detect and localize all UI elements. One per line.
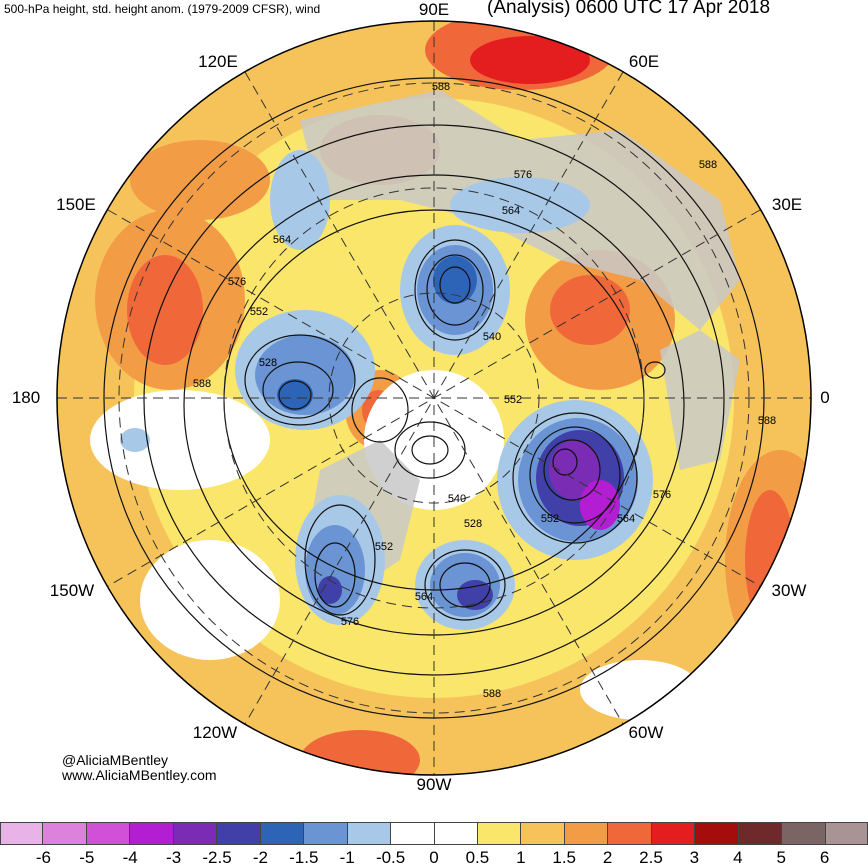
lon-label-120w: 120W — [192, 723, 238, 742]
colorbar-swatch — [695, 822, 739, 845]
colorbar-swatch — [217, 822, 261, 845]
colorbar-swatch — [521, 822, 565, 845]
colorbar-swatch — [651, 822, 696, 845]
colorbar-tick-label: -6 — [35, 848, 51, 867]
contour-label: 540 — [483, 331, 501, 343]
polar-map: 588 576 588 564 564 576 552 528 540 552 588 540 552 5… — [56, 20, 812, 776]
colorbar-tick-label: -3 — [166, 848, 182, 867]
colorbar-tick-label: -1.5 — [289, 848, 319, 867]
contour-label: 576 — [653, 489, 671, 501]
colorbar-tick-label: 1.5 — [552, 848, 577, 867]
lon-label-150e: 150E — [56, 195, 96, 214]
contour-label: 576 — [514, 169, 532, 181]
contour-label: 588 — [432, 81, 450, 93]
colorbar-tick-label: 0.5 — [465, 848, 490, 867]
contour-label: 552 — [375, 541, 393, 553]
colorbar-swatch — [738, 822, 783, 845]
lon-label-150w: 150W — [49, 581, 95, 600]
lon-label-0: 0 — [820, 388, 830, 407]
colorbar-tick-label: -0.5 — [375, 848, 406, 867]
contour-label: 564 — [617, 513, 635, 525]
colorbar-swatch — [130, 822, 174, 845]
lon-label-120e: 120E — [198, 52, 238, 71]
colorbar-swatch — [782, 822, 826, 845]
contour-label: 576 — [341, 616, 359, 628]
map-title: 500-hPa height, std. height anom. (1979-… — [4, 2, 321, 16]
lon-label-90w: 90W — [416, 775, 452, 794]
lon-label-60w: 60W — [628, 723, 664, 742]
lon-label-30w: 30W — [771, 581, 807, 600]
colorbar — [0, 822, 868, 845]
colorbar-tick-label: 2.5 — [639, 848, 663, 867]
colorbar-swatch — [0, 822, 44, 845]
colorbar-tick-label: 5 — [776, 848, 786, 867]
colorbar-tick-label: 2 — [602, 848, 613, 867]
credit-website: www.AliciaMBentley.com — [62, 767, 217, 783]
contour-label: 588 — [758, 415, 776, 427]
colorbar-swatch — [86, 822, 131, 845]
contour-label: 588 — [699, 159, 717, 171]
colorbar-tick-label: -2.5 — [202, 848, 232, 867]
lon-label-30e: 30E — [771, 195, 803, 214]
colorbar-tick-label: -1 — [339, 848, 355, 867]
contour-label: 588 — [483, 688, 501, 700]
contour-label: 588 — [193, 378, 211, 390]
contour-label: 528 — [464, 518, 482, 530]
contour-label: 576 — [228, 276, 246, 288]
colorbar-swatch — [43, 822, 87, 845]
colorbar-swatch — [304, 822, 348, 845]
graticule — [57, 21, 811, 775]
anomaly-field — [57, 21, 811, 775]
contour-labels: 588 576 588 564 564 576 552 528 540 552 588 540 552 5… — [193, 81, 776, 700]
lon-label-90e: 90E — [418, 0, 450, 19]
colorbar-tick-label: -2 — [252, 848, 268, 867]
lon-label-180: 180 — [11, 388, 41, 407]
colorbar-swatch — [608, 822, 652, 845]
colorbar-tick-label: 3 — [689, 848, 700, 867]
colorbar-swatch — [173, 822, 218, 845]
colorbar-swatch — [564, 822, 609, 845]
lon-label-60e: 60E — [628, 52, 660, 71]
contour-label: 564 — [415, 591, 433, 603]
credit-twitter: @AliciaMBentley — [62, 752, 169, 768]
contour-label: 552 — [504, 394, 522, 406]
contour-label: 552 — [541, 513, 559, 525]
colorbar-swatch — [477, 822, 522, 845]
colorbar-tick-label: 4 — [733, 848, 743, 867]
colorbar-tick-label: -4 — [122, 848, 138, 867]
colorbar-tick-label: 1 — [516, 848, 526, 867]
map-boundary — [56, 20, 812, 776]
contour-label: 528 — [259, 357, 277, 369]
colorbar-tick-label: 6 — [819, 848, 830, 867]
colorbar-swatch — [260, 822, 305, 845]
colorbar-swatch — [391, 822, 435, 845]
contour-label: 540 — [448, 493, 466, 505]
colorbar-swatch — [434, 822, 478, 845]
colorbar-tick-label: -5 — [79, 848, 95, 867]
contour-label: 564 — [502, 205, 520, 217]
analysis-time: (Analysis) 0600 UTC 17 Apr 2018 — [487, 0, 771, 18]
colorbar-swatch — [347, 822, 392, 845]
colorbar-tick-label: 0 — [429, 848, 439, 867]
contour-label: 564 — [273, 234, 291, 246]
colorbar-swatch — [825, 822, 868, 845]
contour-label: 552 — [250, 306, 268, 318]
